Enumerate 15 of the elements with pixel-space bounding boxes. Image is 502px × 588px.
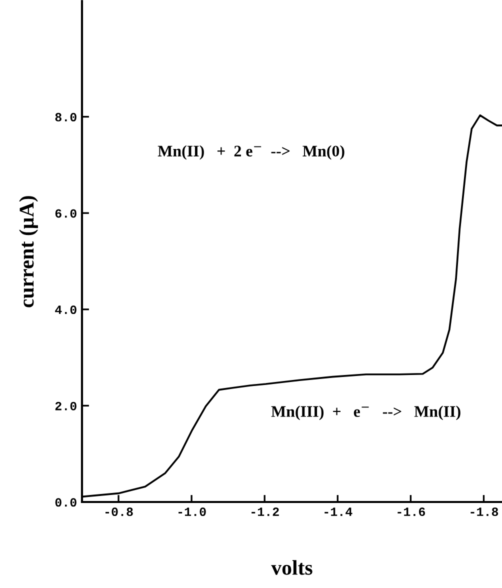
x-axis-title: volts <box>271 560 312 575</box>
y-tick-label: 0.0 <box>55 498 76 507</box>
x-tick-label: -1.6 <box>398 508 425 516</box>
y-tick-label: 2.0 <box>55 402 76 410</box>
x-tick-label: -0.8 <box>105 508 133 516</box>
y-axis-title: current (µA) <box>19 196 38 308</box>
text: Mn(III) + e$^{−}$ --> Mn(II) <box>271 406 460 420</box>
x-tick-label: -1.4 <box>324 508 352 516</box>
x-tick-label: -1.0 <box>178 508 206 516</box>
x-tick-label: -1.8 <box>470 508 498 516</box>
y-tick-label: 4.0 <box>55 306 76 314</box>
y-tick-label: 6.0 <box>55 209 76 218</box>
x-tick-label: -1.2 <box>252 508 279 516</box>
annotation: Mn(II) + 2 e$^{−}$ --> Mn(0) <box>158 145 344 160</box>
y-tick-label: 8.0 <box>55 112 76 122</box>
